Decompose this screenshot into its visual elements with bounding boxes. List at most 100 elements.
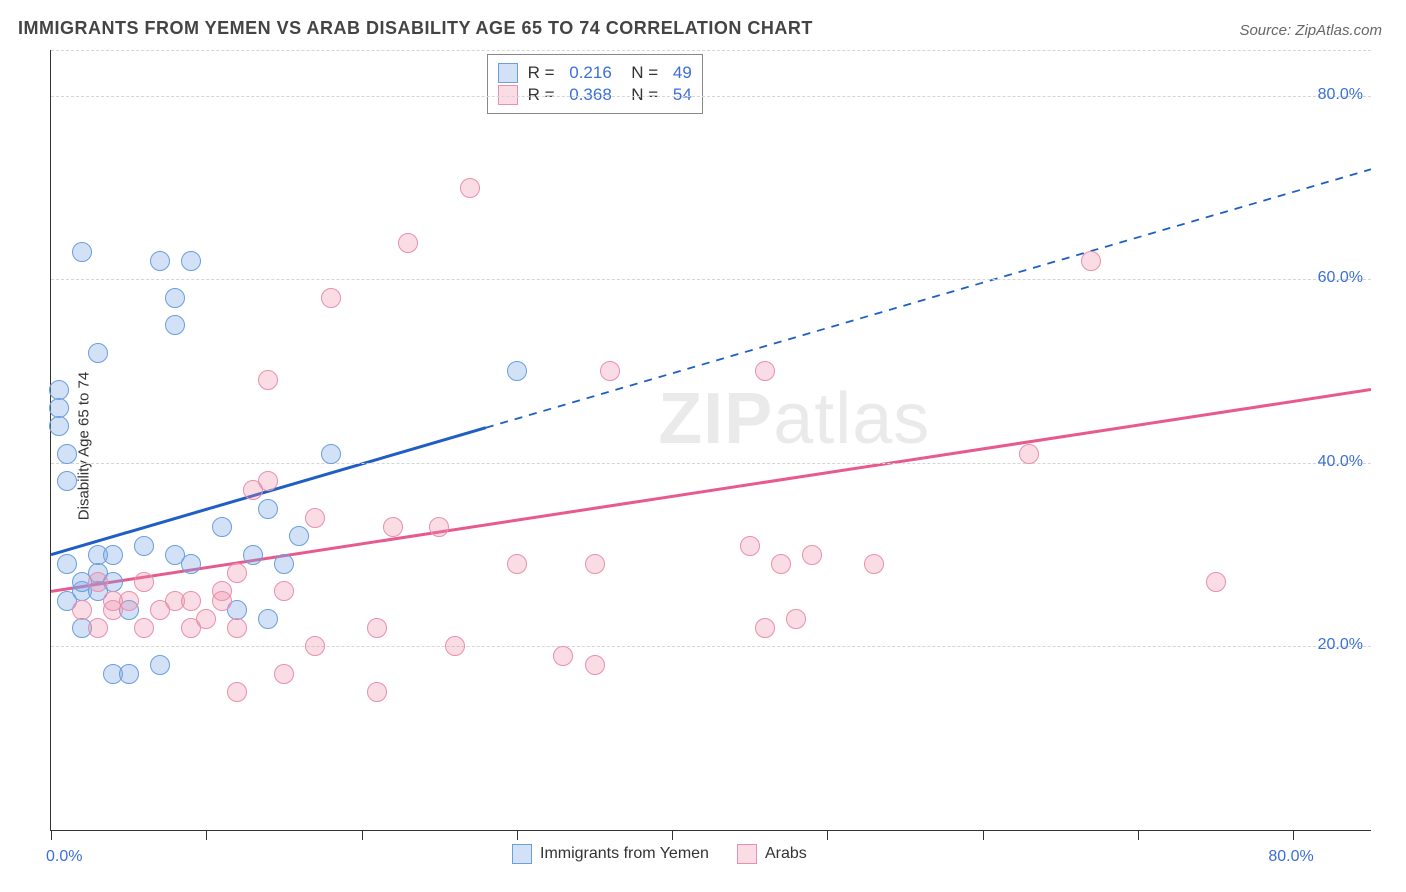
y-tick-label: 60.0%	[1318, 269, 1363, 287]
watermark: ZIPatlas	[658, 378, 930, 460]
data-point	[321, 288, 341, 308]
data-point	[72, 600, 92, 620]
x-tick	[51, 830, 52, 840]
data-point	[49, 398, 69, 418]
data-point	[429, 517, 449, 537]
trend-line-dashed	[486, 169, 1371, 427]
gridline	[51, 96, 1371, 97]
data-point	[88, 618, 108, 638]
data-point	[57, 554, 77, 574]
legend-r-value: 0.216	[569, 63, 612, 83]
data-point	[274, 581, 294, 601]
series-legend: Immigrants from Yemen Arabs	[512, 844, 807, 864]
data-point	[755, 361, 775, 381]
gridline	[51, 463, 1371, 464]
legend-swatch	[498, 63, 518, 83]
plot-area: ZIPatlas R = 0.216 N = 49R = 0.368 N = 5…	[50, 50, 1371, 831]
trend-lines	[51, 50, 1371, 830]
data-point	[134, 572, 154, 592]
gridline	[51, 279, 1371, 280]
data-point	[165, 288, 185, 308]
data-point	[258, 609, 278, 629]
x-tick-label: 80.0%	[1268, 848, 1313, 866]
y-tick-label: 80.0%	[1318, 86, 1363, 104]
data-point	[88, 572, 108, 592]
legend-n-value: 49	[673, 63, 692, 83]
data-point	[600, 361, 620, 381]
data-point	[150, 600, 170, 620]
y-tick-label: 20.0%	[1318, 636, 1363, 654]
legend-swatch	[737, 844, 757, 864]
data-point	[103, 600, 123, 620]
gridline	[51, 646, 1371, 647]
data-point	[585, 655, 605, 675]
data-point	[507, 361, 527, 381]
data-point	[771, 554, 791, 574]
data-point	[227, 563, 247, 583]
data-point	[802, 545, 822, 565]
data-point	[49, 416, 69, 436]
data-point	[181, 251, 201, 271]
data-point	[134, 536, 154, 556]
gridline	[51, 50, 1371, 51]
data-point	[227, 682, 247, 702]
x-tick-label: 0.0%	[46, 848, 82, 866]
data-point	[165, 315, 185, 335]
data-point	[305, 636, 325, 656]
chart-title: IMMIGRANTS FROM YEMEN VS ARAB DISABILITY…	[18, 18, 813, 39]
data-point	[212, 517, 232, 537]
data-point	[383, 517, 403, 537]
data-point	[150, 251, 170, 271]
correlation-legend: R = 0.216 N = 49R = 0.368 N = 54	[487, 54, 703, 114]
data-point	[88, 343, 108, 363]
series-legend-item: Immigrants from Yemen	[512, 844, 709, 864]
series-name: Arabs	[765, 845, 807, 863]
data-point	[181, 554, 201, 574]
x-tick	[362, 830, 363, 840]
data-point	[755, 618, 775, 638]
data-point	[57, 444, 77, 464]
data-point	[460, 178, 480, 198]
data-point	[57, 471, 77, 491]
data-point	[150, 655, 170, 675]
x-tick	[1293, 830, 1294, 840]
x-tick	[983, 830, 984, 840]
data-point	[321, 444, 341, 464]
data-point	[553, 646, 573, 666]
legend-n-label: N =	[622, 63, 663, 83]
data-point	[274, 664, 294, 684]
data-point	[1206, 572, 1226, 592]
x-tick	[827, 830, 828, 840]
data-point	[1081, 251, 1101, 271]
data-point	[258, 370, 278, 390]
legend-swatch	[512, 844, 532, 864]
data-point	[258, 499, 278, 519]
legend-row: R = 0.216 N = 49	[498, 63, 692, 83]
y-tick-label: 40.0%	[1318, 453, 1363, 471]
data-point	[740, 536, 760, 556]
data-point	[398, 233, 418, 253]
data-point	[585, 554, 605, 574]
data-point	[289, 526, 309, 546]
data-point	[305, 508, 325, 528]
legend-r-label: R =	[528, 63, 560, 83]
data-point	[445, 636, 465, 656]
x-tick	[206, 830, 207, 840]
data-point	[258, 471, 278, 491]
data-point	[367, 618, 387, 638]
data-point	[864, 554, 884, 574]
x-tick	[517, 830, 518, 840]
x-tick	[672, 830, 673, 840]
data-point	[274, 554, 294, 574]
series-name: Immigrants from Yemen	[540, 845, 709, 863]
data-point	[119, 664, 139, 684]
data-point	[507, 554, 527, 574]
data-point	[196, 609, 216, 629]
data-point	[786, 609, 806, 629]
data-point	[49, 380, 69, 400]
x-tick	[1138, 830, 1139, 840]
series-legend-item: Arabs	[737, 844, 807, 864]
data-point	[72, 242, 92, 262]
data-point	[243, 545, 263, 565]
data-point	[103, 545, 123, 565]
